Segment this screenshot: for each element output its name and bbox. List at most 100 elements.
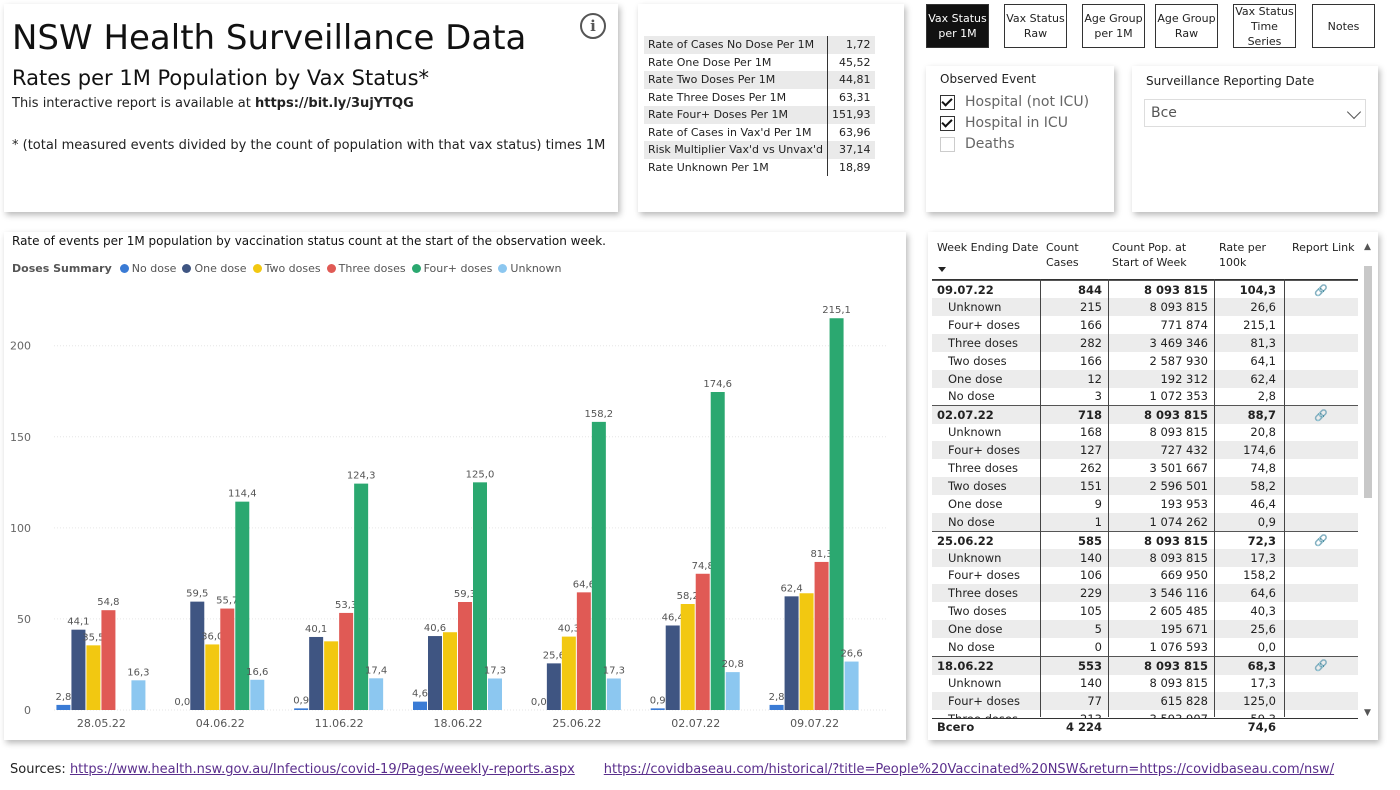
- nav-button-2[interactable]: Age Group per 1M: [1082, 4, 1145, 48]
- rate-label: Rate Four+ Doses Per 1M: [644, 106, 828, 124]
- table-row: One dose 5 195 671 25,6: [932, 620, 1358, 639]
- link-icon[interactable]: 🔗: [1314, 534, 1328, 548]
- data-label: 40,3: [558, 624, 580, 635]
- checkbox-icon[interactable]: [940, 115, 955, 131]
- cell-cases: 168: [1080, 425, 1102, 440]
- cell-name: 02.07.22: [937, 408, 994, 423]
- checkbox-icon[interactable]: [940, 136, 955, 152]
- y-tick-label: 50: [17, 613, 31, 626]
- data-label: 114,4: [228, 489, 257, 500]
- cell-cases: 127: [1080, 443, 1102, 458]
- table-total-row: Всего 4 224 74,6: [932, 718, 1358, 737]
- observed-event-option[interactable]: Hospital in ICU: [940, 115, 1068, 131]
- reporting-date-slicer: Surveillance Reporting Date Все: [1132, 66, 1378, 212]
- cell-cases: 151: [1080, 478, 1102, 493]
- chart-legend: Doses Summary No dose One dose Two doses Th…: [12, 262, 568, 275]
- cell-name: Unknown: [948, 675, 1002, 690]
- data-label: 20,8: [722, 659, 744, 670]
- bar: [488, 678, 502, 710]
- data-label: 2,8: [769, 692, 785, 703]
- bar: [458, 601, 472, 710]
- cell-rate: 81,3: [1250, 335, 1276, 350]
- bar: [769, 704, 784, 710]
- legend-item[interactable]: Two doses: [252, 262, 321, 275]
- cell-rate: 40,3: [1250, 604, 1276, 619]
- scroll-up-icon[interactable]: ▲: [1364, 242, 1371, 252]
- rate-row: Rate of Cases in Vax'd Per 1M 63,96: [644, 123, 875, 141]
- legend-item[interactable]: Unknown: [498, 262, 562, 275]
- nav-button-1[interactable]: Vax Status Raw: [1004, 4, 1067, 48]
- nav-button-3[interactable]: Age Group Raw: [1155, 4, 1218, 48]
- cell-cases: 262: [1080, 461, 1102, 475]
- header-rate[interactable]: Rate per 100k: [1219, 241, 1266, 269]
- bar: [591, 421, 606, 710]
- source-link-nsw-health[interactable]: https://www.health.nsw.gov.au/Infectious…: [69, 762, 575, 777]
- bar: [71, 629, 86, 710]
- cell-population: 669 950: [1160, 568, 1208, 583]
- rate-row: Rate One Dose Per 1M 45,52: [644, 53, 875, 71]
- cell-rate: 0,9: [1257, 514, 1276, 529]
- data-label: 40,6: [424, 623, 446, 634]
- bar: [369, 678, 384, 710]
- nav-button-0[interactable]: Vax Status per 1M: [926, 4, 989, 48]
- link-icon[interactable]: 🔗: [1314, 283, 1328, 297]
- cell-population: 8 093 815: [1143, 408, 1208, 423]
- observed-event-option[interactable]: Deaths: [940, 136, 1015, 152]
- scroll-thumb[interactable]: [1364, 266, 1372, 498]
- link-icon[interactable]: 🔗: [1314, 408, 1328, 422]
- nav-button-4[interactable]: Vax Status Time Series: [1233, 4, 1296, 48]
- info-icon[interactable]: i: [580, 13, 606, 39]
- column-divider: [1284, 279, 1285, 717]
- observed-event-option[interactable]: Hospital (not ICU): [940, 94, 1089, 110]
- report-availability: This interactive report is available at …: [12, 96, 414, 111]
- legend-item[interactable]: Three doses: [326, 262, 406, 275]
- option-label: Deaths: [965, 136, 1015, 152]
- legend-item[interactable]: No dose: [119, 262, 176, 275]
- bar: [324, 641, 339, 710]
- nav-button-label: Age Group Raw: [1157, 12, 1216, 40]
- nav-button-5[interactable]: Notes: [1312, 4, 1375, 48]
- cell-rate: 58,2: [1250, 478, 1276, 493]
- data-label: 17,3: [603, 665, 625, 676]
- scroll-down-icon[interactable]: ▼: [1364, 708, 1371, 718]
- legend-dot-icon: [326, 264, 336, 273]
- data-label: 26,6: [840, 649, 862, 660]
- reporting-date-title: Surveillance Reporting Date: [1146, 74, 1315, 88]
- legend-item[interactable]: One dose: [182, 262, 247, 275]
- cell-rate: 20,8: [1250, 425, 1276, 440]
- table-row: Two doses 151 2 596 501 58,2: [932, 476, 1358, 495]
- report-text: This interactive report is available at: [12, 96, 255, 111]
- rate-value: 1,72: [827, 36, 875, 54]
- header-count-pop[interactable]: Count Pop. at Start of Week: [1112, 241, 1187, 269]
- bar: [473, 482, 487, 710]
- rate-value: 45,52: [827, 53, 875, 71]
- header-count-cases[interactable]: Count Cases: [1046, 241, 1079, 269]
- link-icon[interactable]: 🔗: [1314, 659, 1328, 673]
- table-row: Two doses 105 2 605 485 40,3: [932, 602, 1358, 620]
- cell-population: 1 072 353: [1149, 389, 1208, 404]
- data-label: 64,6: [573, 579, 595, 590]
- source-link-covidbaseau[interactable]: https://covidbaseau.com/historical/?titl…: [603, 762, 1335, 777]
- table-scrollbar[interactable]: ▲ ▼: [1362, 242, 1374, 720]
- legend-item[interactable]: Four+ doses: [411, 262, 492, 275]
- cell-cases: 106: [1080, 568, 1102, 583]
- cell-rate: 64,1: [1250, 353, 1276, 368]
- total-cases: 4 224: [1065, 720, 1102, 734]
- cell-population: 195 671: [1160, 622, 1208, 637]
- data-label: 54,8: [97, 597, 119, 608]
- x-tick-label: 04.06.22: [196, 717, 245, 730]
- data-label: 59,3: [454, 589, 476, 600]
- legend-dot-icon: [119, 264, 129, 273]
- bar: [725, 672, 740, 710]
- checkbox-icon[interactable]: [940, 94, 955, 110]
- data-label: 17,3: [484, 665, 506, 676]
- cell-cases: 1: [1094, 514, 1102, 529]
- sort-desc-icon[interactable]: [938, 267, 946, 272]
- header-report-link[interactable]: Report Link: [1292, 241, 1355, 254]
- bar: [428, 636, 442, 710]
- report-link[interactable]: https://bit.ly/3ujYTQG: [255, 96, 414, 111]
- reporting-date-dropdown[interactable]: Все: [1144, 99, 1366, 127]
- header-week-ending[interactable]: Week Ending Date: [937, 241, 1039, 254]
- data-label: 40,1: [305, 624, 327, 635]
- bar: [443, 632, 457, 710]
